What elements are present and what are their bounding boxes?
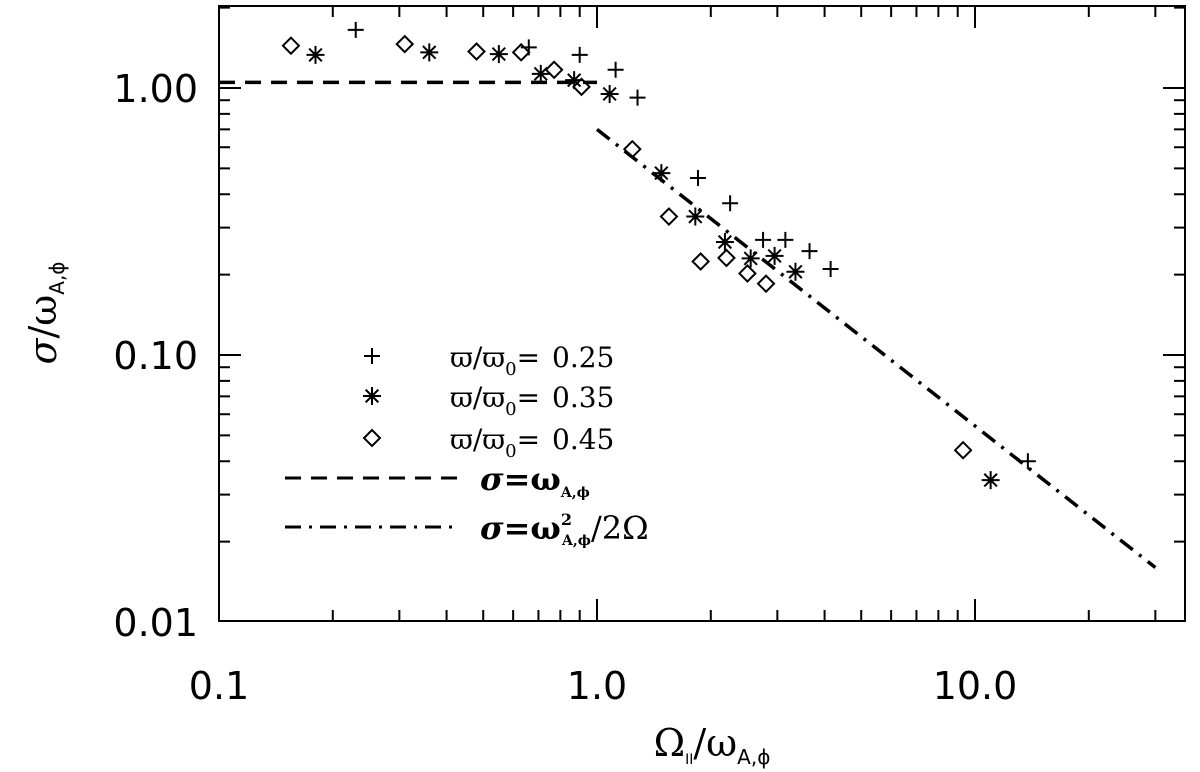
legend-series-label: ϖ/ϖ0= 0.45 [450,423,614,462]
diamond-marker [511,42,531,62]
diamond-marker [467,42,486,61]
diamond-marker [738,264,757,283]
plus-marker [689,170,706,187]
x-axis-label-denom-sub: A,ϕ [737,745,770,769]
asterisk-marker [981,471,1000,490]
data-markers [281,21,1036,490]
diamond-marker [622,139,642,159]
plus-marker [777,231,794,248]
y-axis-label-main: σ [21,338,65,365]
plus-marker [1019,453,1036,470]
plus-marker [629,89,646,106]
tick-labels: 0.1 1.0 10.0 0.01 0.10 1.00 [113,67,1017,708]
diamond-marker [544,60,564,80]
y-tick-label: 1.00 [113,67,198,111]
x-axis-label-sub: II [685,752,693,768]
asterisk-marker [765,246,784,265]
y-axis-label-denom-sub: A,ϕ [45,262,69,295]
reference-lines [219,80,1157,569]
plus-marker [347,21,364,38]
legend-plus-marker [364,348,380,364]
asterisk-marker [565,71,584,90]
legend-diamond-marker [362,428,382,448]
diamond-marker [953,440,973,460]
asterisk-marker [306,45,325,64]
x-axis-label-slash: / [693,721,706,765]
plus-marker [607,61,624,78]
diamond-marker [281,36,301,56]
plus-marker [801,243,818,260]
asterisk-marker [786,262,805,281]
asterisk-marker [686,207,705,226]
y-axis-label-slash: / [21,326,65,339]
x-axis-label-main: Ω [654,721,686,765]
plus-marker [755,231,772,248]
x-axis-label: ΩII/ωA,ϕ [654,721,771,769]
plus-marker [722,195,739,212]
asterisk-marker [600,84,619,103]
legend: ϖ/ϖ0= 0.25ϖ/ϖ0= 0.35ϖ/ϖ0= 0.45σ=ωA,ϕ σ=ω2 A,ϕ… [285,341,649,549]
x-tick-label: 1.0 [567,664,627,708]
diamond-marker [717,248,736,268]
plot-frame [218,5,1186,622]
legend-line-label: σ=ωA,ϕ [480,460,590,501]
diamond-marker [572,77,591,97]
legend-series-label: ϖ/ϖ0= 0.25 [450,341,614,380]
legend-series-label: ϖ/ϖ0= 0.35 [450,381,614,420]
plus-marker [571,46,588,63]
asterisk-marker [531,64,550,83]
y-axis-label: σ/ωA,ϕ [21,262,69,365]
x-tick-label: 0.1 [189,664,249,708]
reference-line-dash-dot [595,127,1157,569]
asterisk-marker [741,249,760,268]
diamond-marker [756,274,776,294]
asterisk-marker [420,43,439,62]
plus-marker [822,260,839,277]
x-axis-label-denom: ω [706,721,737,765]
asterisk-marker [489,45,508,64]
diamond-marker [691,252,711,271]
diamond-marker [395,34,415,54]
y-axis-label-denom: ω [21,295,65,326]
legend-line-label: σ=ω2 A,ϕ/2Ω [480,509,649,549]
axes-ticks [218,6,1185,621]
asterisk-marker [715,232,734,251]
x-tick-label: 10.0 [933,664,1018,708]
diamond-marker [659,207,679,226]
y-tick-label: 0.01 [113,601,198,645]
y-tick-label: 0.10 [113,334,198,378]
legend-asterisk-marker [363,387,381,405]
asterisk-marker [652,164,671,183]
